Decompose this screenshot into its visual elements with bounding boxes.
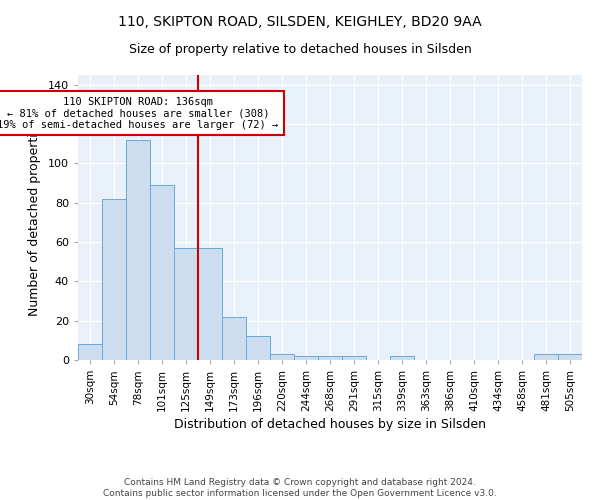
Bar <box>198 248 222 360</box>
Bar <box>294 356 318 360</box>
Bar <box>222 317 246 360</box>
Bar <box>78 344 102 360</box>
Text: Contains HM Land Registry data © Crown copyright and database right 2024.
Contai: Contains HM Land Registry data © Crown c… <box>103 478 497 498</box>
Bar <box>534 354 558 360</box>
Bar <box>246 336 270 360</box>
Text: 110, SKIPTON ROAD, SILSDEN, KEIGHLEY, BD20 9AA: 110, SKIPTON ROAD, SILSDEN, KEIGHLEY, BD… <box>118 15 482 29</box>
Bar <box>558 354 582 360</box>
Bar <box>150 185 174 360</box>
Bar <box>126 140 150 360</box>
Bar <box>270 354 294 360</box>
Bar <box>390 356 414 360</box>
Y-axis label: Number of detached properties: Number of detached properties <box>28 119 41 316</box>
Bar <box>342 356 366 360</box>
Bar <box>174 248 198 360</box>
X-axis label: Distribution of detached houses by size in Silsden: Distribution of detached houses by size … <box>174 418 486 431</box>
Text: Size of property relative to detached houses in Silsden: Size of property relative to detached ho… <box>128 42 472 56</box>
Text: 110 SKIPTON ROAD: 136sqm
← 81% of detached houses are smaller (308)
19% of semi-: 110 SKIPTON ROAD: 136sqm ← 81% of detach… <box>0 96 278 130</box>
Bar <box>102 199 126 360</box>
Bar <box>318 356 342 360</box>
